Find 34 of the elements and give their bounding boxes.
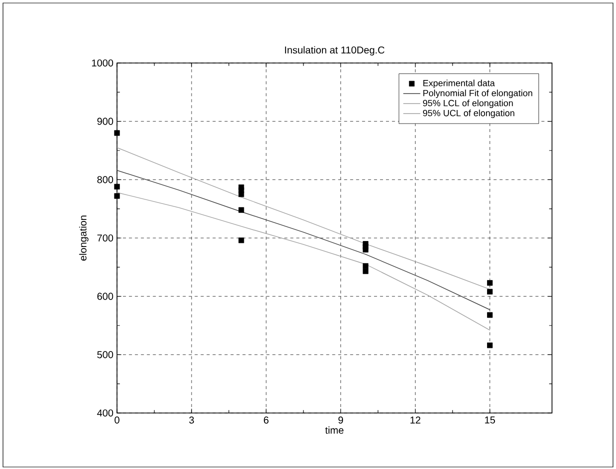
point xyxy=(487,312,493,318)
point xyxy=(487,288,493,294)
x-axis-title: time xyxy=(325,426,344,434)
x-tick-label: 0 xyxy=(114,416,120,424)
point xyxy=(114,130,120,136)
point xyxy=(114,193,120,199)
legend-label: Polynomial Fit of elongation xyxy=(423,90,532,98)
point xyxy=(487,280,493,286)
y-axis-title: elongation xyxy=(79,216,88,261)
x-tick-label: 15 xyxy=(485,416,495,424)
point xyxy=(362,268,368,274)
point xyxy=(362,263,368,269)
y-tick-label: 400 xyxy=(97,409,114,417)
x-tick-label: 9 xyxy=(338,416,344,424)
x-tick-label: 12 xyxy=(410,416,420,424)
point xyxy=(487,342,493,348)
chart-title: Insulation at 110Deg.C xyxy=(285,46,384,56)
y-tick-label: 800 xyxy=(97,176,114,184)
legend-label: 95% LCL of elongation xyxy=(423,100,513,108)
legend-label: Experimental data xyxy=(423,80,495,88)
legend-label: 95% UCL of elongation xyxy=(423,110,514,118)
y-tick-label: 500 xyxy=(97,351,114,358)
point xyxy=(362,246,368,252)
point xyxy=(238,238,244,244)
x-tick-label: 3 xyxy=(189,416,194,424)
point xyxy=(238,191,244,198)
point xyxy=(114,184,120,190)
point xyxy=(238,207,244,213)
y-tick-label: 700 xyxy=(97,234,114,242)
line-series xyxy=(117,170,490,310)
y-tick-label: 1000 xyxy=(92,59,114,67)
y-tick-label: 600 xyxy=(97,292,114,300)
x-tick-label: 6 xyxy=(264,416,268,424)
y-tick-label: 900 xyxy=(97,118,114,125)
